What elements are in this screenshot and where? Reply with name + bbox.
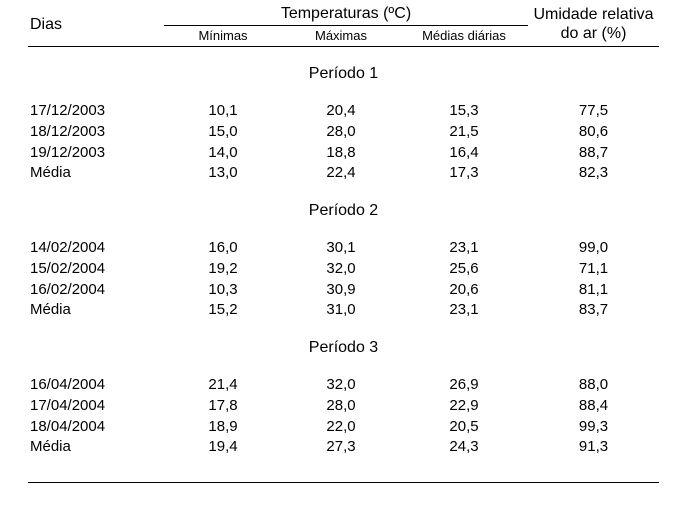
cell-med: 26,9 bbox=[400, 375, 528, 396]
cell-dias: 18/04/2004 bbox=[28, 417, 164, 438]
cell-dias: 15/02/2004 bbox=[28, 259, 164, 280]
cell-min: 10,1 bbox=[164, 101, 282, 122]
cell-min: 14,0 bbox=[164, 143, 282, 164]
cell-hum: 82,3 bbox=[528, 163, 659, 184]
cell-min: 13,0 bbox=[164, 163, 282, 184]
subheader-min: Mínimas bbox=[164, 26, 282, 47]
cell-max: 18,8 bbox=[282, 143, 400, 164]
cell-min: 15,2 bbox=[164, 300, 282, 321]
cell-hum: 99,3 bbox=[528, 417, 659, 438]
table-row: 18/04/2004 18,9 22,0 20,5 99,3 bbox=[28, 417, 659, 438]
cell-med: 22,9 bbox=[400, 396, 528, 417]
cell-dias: 16/02/2004 bbox=[28, 280, 164, 301]
climate-table: Dias Temperaturas (ºC) Umidade relativa … bbox=[28, 4, 659, 483]
table-row: 16/02/2004 10,3 30,9 20,6 81,1 bbox=[28, 280, 659, 301]
header-temp-group: Temperaturas (ºC) bbox=[164, 4, 528, 26]
cell-max: 30,1 bbox=[282, 238, 400, 259]
cell-max: 32,0 bbox=[282, 375, 400, 396]
table-row: 16/04/2004 21,4 32,0 26,9 88,0 bbox=[28, 375, 659, 396]
period-title: Período 3 bbox=[28, 321, 659, 375]
cell-med: 15,3 bbox=[400, 101, 528, 122]
table-row: Média 19,4 27,3 24,3 91,3 bbox=[28, 437, 659, 458]
cell-max: 22,0 bbox=[282, 417, 400, 438]
cell-hum: 83,7 bbox=[528, 300, 659, 321]
cell-min: 19,2 bbox=[164, 259, 282, 280]
cell-med: 24,3 bbox=[400, 437, 528, 458]
cell-min: 10,3 bbox=[164, 280, 282, 301]
cell-hum: 81,1 bbox=[528, 280, 659, 301]
cell-max: 32,0 bbox=[282, 259, 400, 280]
cell-max: 20,4 bbox=[282, 101, 400, 122]
cell-min: 16,0 bbox=[164, 238, 282, 259]
cell-dias: 17/12/2003 bbox=[28, 101, 164, 122]
cell-max: 27,3 bbox=[282, 437, 400, 458]
cell-min: 19,4 bbox=[164, 437, 282, 458]
cell-min: 21,4 bbox=[164, 375, 282, 396]
cell-med: 16,4 bbox=[400, 143, 528, 164]
period-title: Período 2 bbox=[28, 184, 659, 238]
table-row: 17/04/2004 17,8 28,0 22,9 88,4 bbox=[28, 396, 659, 417]
cell-med: 23,1 bbox=[400, 238, 528, 259]
cell-max: 31,0 bbox=[282, 300, 400, 321]
cell-hum: 91,3 bbox=[528, 437, 659, 458]
cell-max: 28,0 bbox=[282, 122, 400, 143]
cell-dias: 16/04/2004 bbox=[28, 375, 164, 396]
table-row: 15/02/2004 19,2 32,0 25,6 71,1 bbox=[28, 259, 659, 280]
cell-min: 17,8 bbox=[164, 396, 282, 417]
cell-hum: 88,7 bbox=[528, 143, 659, 164]
cell-min: 18,9 bbox=[164, 417, 282, 438]
cell-hum: 99,0 bbox=[528, 238, 659, 259]
cell-med: 25,6 bbox=[400, 259, 528, 280]
cell-hum: 88,4 bbox=[528, 396, 659, 417]
cell-dias: 17/04/2004 bbox=[28, 396, 164, 417]
table-row: 19/12/2003 14,0 18,8 16,4 88,7 bbox=[28, 143, 659, 164]
cell-hum: 71,1 bbox=[528, 259, 659, 280]
cell-max: 30,9 bbox=[282, 280, 400, 301]
cell-dias: 14/02/2004 bbox=[28, 238, 164, 259]
table-row: Média 15,2 31,0 23,1 83,7 bbox=[28, 300, 659, 321]
period-title: Período 1 bbox=[28, 47, 659, 102]
cell-dias: Média bbox=[28, 163, 164, 184]
table-row: Média 13,0 22,4 17,3 82,3 bbox=[28, 163, 659, 184]
table-row: 17/12/2003 10,1 20,4 15,3 77,5 bbox=[28, 101, 659, 122]
cell-med: 23,1 bbox=[400, 300, 528, 321]
subheader-max: Máximas bbox=[282, 26, 400, 47]
cell-max: 22,4 bbox=[282, 163, 400, 184]
cell-max: 28,0 bbox=[282, 396, 400, 417]
table-row: 14/02/2004 16,0 30,1 23,1 99,0 bbox=[28, 238, 659, 259]
cell-med: 21,5 bbox=[400, 122, 528, 143]
cell-hum: 88,0 bbox=[528, 375, 659, 396]
cell-hum: 77,5 bbox=[528, 101, 659, 122]
table-bottom-rule bbox=[28, 458, 659, 483]
cell-min: 15,0 bbox=[164, 122, 282, 143]
cell-med: 20,6 bbox=[400, 280, 528, 301]
header-humidity: Umidade relativa do ar (%) bbox=[528, 4, 659, 47]
cell-dias: Média bbox=[28, 300, 164, 321]
cell-dias: 19/12/2003 bbox=[28, 143, 164, 164]
cell-dias: 18/12/2003 bbox=[28, 122, 164, 143]
table-row: 18/12/2003 15,0 28,0 21,5 80,6 bbox=[28, 122, 659, 143]
cell-med: 17,3 bbox=[400, 163, 528, 184]
subheader-med: Médias diárias bbox=[400, 26, 528, 47]
cell-dias: Média bbox=[28, 437, 164, 458]
cell-hum: 80,6 bbox=[528, 122, 659, 143]
cell-med: 20,5 bbox=[400, 417, 528, 438]
header-dias: Dias bbox=[28, 4, 164, 47]
